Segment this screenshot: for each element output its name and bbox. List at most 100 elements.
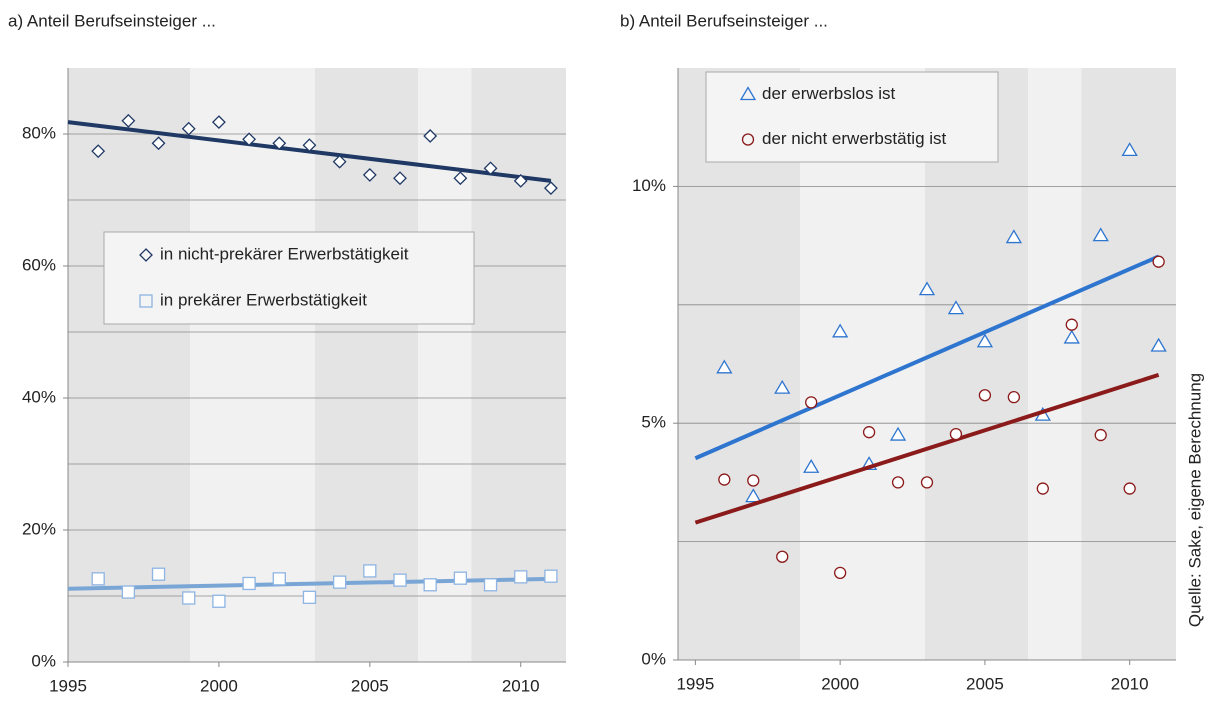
- point: [1036, 482, 1049, 495]
- point: [1123, 482, 1136, 495]
- y-tick-label: 20%: [22, 519, 56, 538]
- point: [716, 359, 733, 374]
- point: [212, 594, 226, 608]
- plot-band: [190, 68, 316, 662]
- legend-label: der nicht erwerbstätig ist: [762, 129, 947, 148]
- y-tick-label: 40%: [22, 387, 56, 406]
- point: [1007, 391, 1021, 404]
- point: [332, 575, 347, 589]
- point: [862, 426, 876, 439]
- legend-marker: [739, 86, 757, 101]
- y-tick-label: 80%: [22, 123, 56, 142]
- point: [513, 173, 528, 188]
- point: [544, 569, 558, 583]
- source-note: Quelle: Sake, eigene Berechnung: [1185, 373, 1204, 627]
- x-tick-label: 1995: [49, 676, 87, 695]
- plot-band: [315, 68, 419, 662]
- point: [833, 566, 847, 580]
- legend-marker: [741, 133, 755, 146]
- chart-title: b) Anteil Berufseinsteiger ...: [620, 11, 828, 30]
- x-tick-label: 2000: [821, 674, 859, 693]
- plot-band: [68, 68, 191, 662]
- point: [1152, 255, 1165, 268]
- point: [121, 585, 136, 599]
- point: [976, 333, 994, 348]
- point: [774, 379, 791, 394]
- point: [91, 572, 105, 586]
- point: [718, 473, 731, 486]
- point: [332, 154, 347, 169]
- point: [978, 389, 992, 402]
- plot-band: [1081, 68, 1176, 660]
- point: [242, 576, 256, 591]
- point: [272, 572, 286, 586]
- point: [121, 113, 136, 128]
- point: [393, 573, 407, 587]
- point: [918, 281, 936, 296]
- x-tick-label: 2005: [966, 674, 1004, 693]
- point: [832, 323, 849, 338]
- legend-label: in nicht-prekärer Erwerbstätigkeit: [160, 244, 409, 263]
- point: [745, 488, 762, 503]
- point: [423, 129, 438, 143]
- point: [1005, 229, 1022, 244]
- point: [362, 168, 377, 182]
- point: [272, 136, 287, 151]
- point: [151, 136, 166, 151]
- x-tick-label: 2010: [502, 676, 540, 695]
- point: [211, 115, 226, 130]
- point: [776, 550, 789, 563]
- legend-label: der erwerbslos ist: [762, 84, 895, 103]
- point: [747, 474, 760, 487]
- legend-label: in prekärer Erwerbstätigkeit: [160, 290, 367, 309]
- point: [1121, 142, 1138, 157]
- point: [423, 578, 437, 592]
- point: [1094, 428, 1107, 442]
- point: [302, 590, 317, 604]
- y-tick-label: 10%: [632, 176, 666, 195]
- point: [483, 161, 498, 176]
- chart-title: a) Anteil Berufseinsteiger ...: [8, 11, 216, 30]
- y-tick-label: 60%: [22, 255, 56, 274]
- y-tick-label: 0%: [641, 649, 666, 668]
- point: [181, 121, 196, 136]
- point: [920, 476, 934, 489]
- point: [151, 567, 166, 581]
- point: [803, 458, 820, 473]
- point: [949, 427, 963, 441]
- point: [363, 564, 377, 578]
- point: [242, 132, 257, 147]
- point: [889, 426, 907, 441]
- point: [1150, 337, 1167, 352]
- point: [393, 171, 407, 186]
- y-tick-label: 0%: [31, 651, 56, 670]
- y-tick-label: 5%: [641, 413, 666, 432]
- legend-marker: [139, 294, 153, 308]
- point: [182, 591, 196, 605]
- x-tick-label: 2010: [1111, 674, 1149, 693]
- x-tick-label: 2000: [200, 676, 238, 695]
- point: [514, 570, 528, 584]
- point: [947, 300, 965, 315]
- point: [483, 578, 498, 592]
- point: [453, 171, 468, 186]
- x-tick-label: 1995: [676, 674, 714, 693]
- x-tick-label: 2005: [351, 676, 389, 695]
- point: [805, 396, 818, 409]
- legend-box: [705, 71, 999, 163]
- point: [891, 476, 905, 489]
- legend-box: [103, 231, 475, 325]
- point: [543, 181, 558, 196]
- legend-marker: [139, 248, 153, 262]
- trend-line: [67, 576, 551, 591]
- point: [453, 571, 468, 585]
- plot-band: [1028, 68, 1082, 660]
- point: [1063, 329, 1080, 344]
- trend-line: [694, 372, 1160, 525]
- trend-line: [694, 254, 1160, 461]
- point: [302, 138, 317, 153]
- point: [1092, 227, 1109, 242]
- plot-band: [800, 68, 926, 660]
- point: [1065, 318, 1078, 331]
